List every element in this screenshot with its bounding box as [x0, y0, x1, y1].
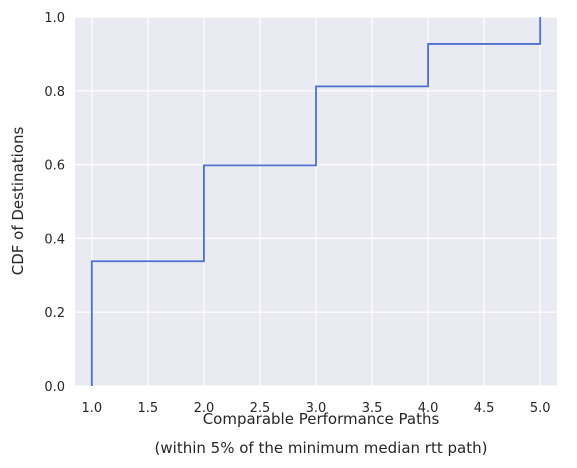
y-tick-label: 0.0 [44, 380, 65, 395]
y-axis-label: CDF of Destinations [9, 127, 27, 276]
x-tick-labels: 1.0 1.5 2.0 2.5 3.0 3.5 4.0 4.5 5.0 [81, 401, 550, 416]
x-tick-label: 4.5 [474, 401, 495, 416]
x-tick-label: 2.5 [250, 401, 271, 416]
y-tick-label: 0.8 [44, 85, 65, 100]
x-tick-label: 5.0 [530, 401, 551, 416]
x-tick-label: 3.0 [306, 401, 327, 416]
grid [75, 16, 557, 387]
y-tick-label: 0.4 [44, 232, 65, 247]
x-tick-label: 2.0 [194, 401, 215, 416]
x-axis-label-subtitle: (within 5% of the minimum median rtt pat… [155, 439, 488, 457]
y-tick-label: 1.0 [44, 11, 65, 26]
y-tick-labels: 0.0 0.2 0.4 0.6 0.8 1.0 [44, 11, 65, 395]
y-tick-label: 0.2 [44, 306, 65, 321]
x-tick-label: 1.0 [81, 401, 102, 416]
x-tick-label: 3.5 [362, 401, 383, 416]
x-axis-label: Comparable Performance Paths [203, 410, 440, 428]
cdf-step-line-0 [90, 17, 542, 386]
x-tick-label: 4.0 [418, 401, 439, 416]
y-tick-label: 0.6 [44, 159, 65, 174]
series-layer [90, 16, 542, 386]
x-tick-label: 1.5 [138, 401, 159, 416]
